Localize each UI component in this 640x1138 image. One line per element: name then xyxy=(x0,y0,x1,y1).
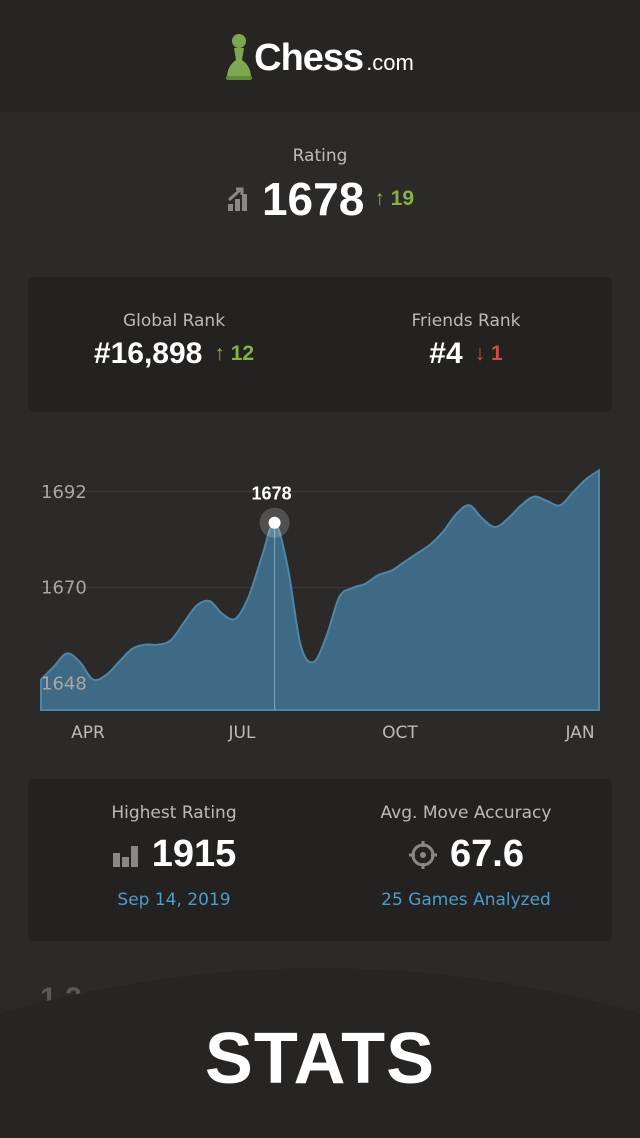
rating-trend-icon xyxy=(227,187,247,211)
x-tick-label: JUL xyxy=(228,723,256,743)
y-tick-label: 1670 xyxy=(41,578,87,599)
y-tick-label: 1648 xyxy=(41,673,87,694)
games-analyzed-link[interactable]: 25 Games Analyzed xyxy=(381,890,551,910)
friends-rank-value: #4 xyxy=(429,337,463,370)
global-rank-delta: ↑ 12 xyxy=(214,342,255,365)
logo-domain: .com xyxy=(366,50,414,75)
bar-chart-icon xyxy=(112,845,138,867)
crosshair-icon xyxy=(409,840,438,869)
friends-rank[interactable]: Friends Rank #4 ↓ 1 xyxy=(320,311,612,412)
rating-history-chart[interactable]: 1692 1670 1648 APR JUL OCT JAN 1678 xyxy=(0,440,640,760)
logo-word: Chess xyxy=(254,37,364,79)
rating-delta: ↑ 19 xyxy=(374,187,415,210)
move-accuracy[interactable]: Avg. Move Accuracy 67.6 25 Games Analyze… xyxy=(320,803,612,941)
y-tick-label: 1692 xyxy=(41,482,87,503)
x-tick-label: OCT xyxy=(382,723,418,743)
friends-rank-delta: ↓ 1 xyxy=(474,342,503,365)
pawn-icon xyxy=(226,34,253,80)
ranks-card[interactable]: Global Rank #16,898 ↑ 12 Friends Rank #4… xyxy=(28,277,612,412)
chess-logo[interactable]: Chess .com xyxy=(226,32,414,80)
rating-label: Rating xyxy=(292,146,348,166)
rating-area xyxy=(40,468,600,711)
x-tick-label: JAN xyxy=(564,723,594,743)
highest-rating[interactable]: Highest Rating 1915 Sep 14, 2019 xyxy=(28,803,320,941)
banner-title: STATS xyxy=(204,1019,436,1099)
accuracy-label: Avg. Move Accuracy xyxy=(380,803,552,823)
x-tick-label: APR xyxy=(71,723,105,743)
friends-rank-label: Friends Rank xyxy=(411,311,521,331)
global-rank-value: #16,898 xyxy=(93,337,203,370)
highest-rating-label: Highest Rating xyxy=(111,803,237,823)
accuracy-value: 67.6 xyxy=(450,833,524,875)
highlight-point[interactable] xyxy=(268,516,281,529)
global-rank-label: Global Rank xyxy=(122,311,226,331)
highlight-value-label: 1678 xyxy=(252,484,292,504)
highest-rating-date[interactable]: Sep 14, 2019 xyxy=(117,890,231,910)
rating-value: 1678 xyxy=(261,173,365,225)
highest-rating-value: 1915 xyxy=(151,833,237,875)
global-rank[interactable]: Global Rank #16,898 ↑ 12 xyxy=(28,311,320,412)
arrow-up-icon: ↑ xyxy=(374,187,385,210)
top-bar: Chess .com xyxy=(0,0,640,112)
arrow-up-icon: ↑ xyxy=(214,342,225,365)
rating-section: Rating 1678 ↑ 19 xyxy=(0,146,640,226)
stats-card[interactable]: Highest Rating 1915 Sep 14, 2019 Avg. Mo… xyxy=(28,779,612,941)
arrow-down-icon: ↓ xyxy=(474,342,486,365)
banner-background xyxy=(0,968,640,1138)
